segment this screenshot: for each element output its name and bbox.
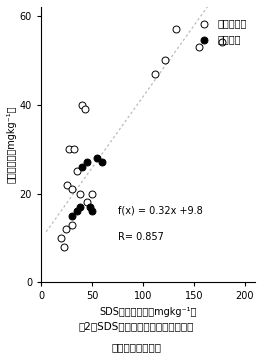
灰色低地土: [63, 226, 68, 232]
黒ボク土: [80, 164, 84, 170]
Text: f(x) = 0.32x +9.8: f(x) = 0.32x +9.8: [118, 206, 202, 216]
灰色低地土: [64, 182, 69, 188]
灰色低地土: [80, 102, 84, 108]
灰色低地土: [70, 222, 74, 227]
灰色低地土: [72, 146, 76, 152]
灰色低地土: [83, 106, 87, 112]
Text: 図2　SDS抽出量と培養窒素量の関係: 図2 SDS抽出量と培養窒素量の関係: [79, 321, 194, 331]
黒ボク土: [75, 209, 79, 214]
灰色低地土: [90, 191, 94, 197]
灰色低地土: [59, 235, 64, 241]
黒ボク土: [78, 204, 82, 210]
Text: R= 0.857: R= 0.857: [118, 232, 163, 243]
灰色低地土: [67, 146, 71, 152]
灰色低地土: [62, 244, 66, 250]
灰色低地土: [163, 57, 167, 63]
灰色低地土: [197, 44, 201, 50]
灰色低地土: [153, 71, 157, 76]
黒ボク土: [85, 160, 89, 165]
灰色低地土: [173, 26, 178, 32]
黒ボク土: [90, 209, 94, 214]
灰色低地土: [85, 199, 89, 205]
灰色低地土: [75, 168, 79, 174]
黒ボク土: [70, 213, 74, 219]
黒ボク土: [88, 204, 92, 210]
灰色低地土: [70, 186, 74, 192]
灰色低地土: [78, 191, 82, 197]
Text: （水田土壌のみ）: （水田土壌のみ）: [111, 342, 161, 353]
黒ボク土: [100, 160, 104, 165]
黒ボク土: [95, 155, 99, 161]
Y-axis label: 培養窒素量（mgkg⁻¹）: 培養窒素量（mgkg⁻¹）: [7, 106, 17, 184]
Legend: 灰色低地土, 黒ボク土: 灰色低地土, 黒ボク土: [193, 17, 248, 45]
X-axis label: SDS抽出窒素量（mgkg⁻¹）: SDS抽出窒素量（mgkg⁻¹）: [99, 307, 197, 317]
灰色低地土: [220, 39, 225, 45]
